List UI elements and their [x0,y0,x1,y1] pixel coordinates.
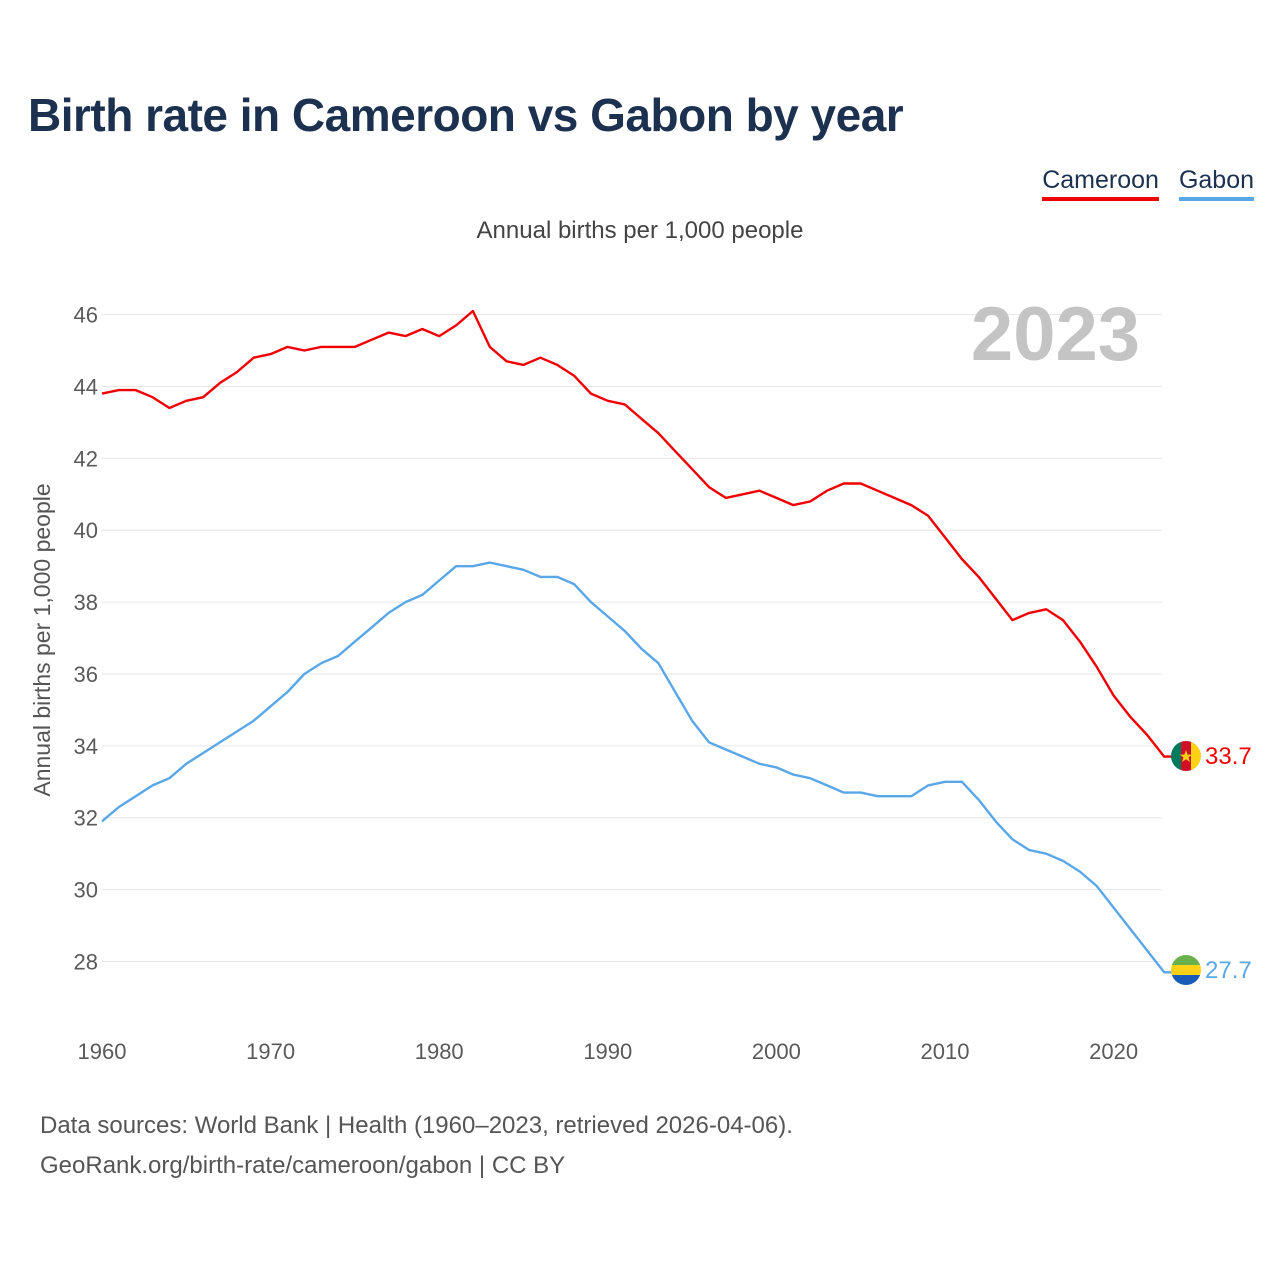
year-watermark: 2023 [971,292,1140,377]
y-tick-label: 38 [74,590,98,615]
x-tick-label: 2020 [1089,1039,1138,1064]
x-tick-label: 2000 [752,1039,801,1064]
y-tick-label: 40 [74,518,98,543]
source-line-2[interactable]: GeoRank.org/birth-rate/cameroon/gabon | … [40,1152,566,1179]
y-axis-ticks: 28 30 32 34 36 38 40 42 44 46 [74,303,98,975]
grid [102,314,1162,962]
gabon-flag-icon [1171,955,1201,985]
y-tick-label: 36 [74,662,98,687]
chart-title: Birth rate in Cameroon vs Gabon by year [28,89,904,141]
y-tick-label: 30 [74,878,98,903]
y-axis-label: Annual births per 1,000 people [29,483,55,796]
y-tick-label: 42 [74,446,98,471]
y-tick-label: 44 [74,374,98,399]
x-axis-ticks: 1960 1970 1980 1990 2000 2010 2020 [78,1039,1139,1064]
source-line-1: Data sources: World Bank | Health (1960–… [40,1112,793,1139]
y-tick-label: 34 [74,734,98,759]
legend: Cameroon Gabon [1042,166,1254,201]
legend-item-cameroon[interactable]: Cameroon [1042,166,1159,201]
x-tick-label: 1980 [415,1039,464,1064]
series-line-gabon[interactable] [101,561,1175,974]
y-tick-label: 46 [74,303,98,328]
source-note: Data sources: World Bank | Health (1960–… [40,1106,793,1186]
series-line-cameroon[interactable] [101,309,1175,758]
x-tick-label: 1970 [246,1039,295,1064]
y-tick-label: 28 [74,950,98,975]
end-label-cameroon: 33.7 [1205,743,1252,770]
legend-item-gabon[interactable]: Gabon [1178,166,1254,201]
y-tick-label: 32 [74,806,98,831]
x-tick-label: 1960 [78,1039,127,1064]
x-tick-label: 1990 [583,1039,632,1064]
end-label-gabon: 27.7 [1205,957,1252,984]
cameroon-flag-icon [1171,741,1201,771]
x-tick-label: 2010 [921,1039,970,1064]
series [101,309,1175,974]
chart-subtitle: Annual births per 1,000 people [476,217,804,244]
